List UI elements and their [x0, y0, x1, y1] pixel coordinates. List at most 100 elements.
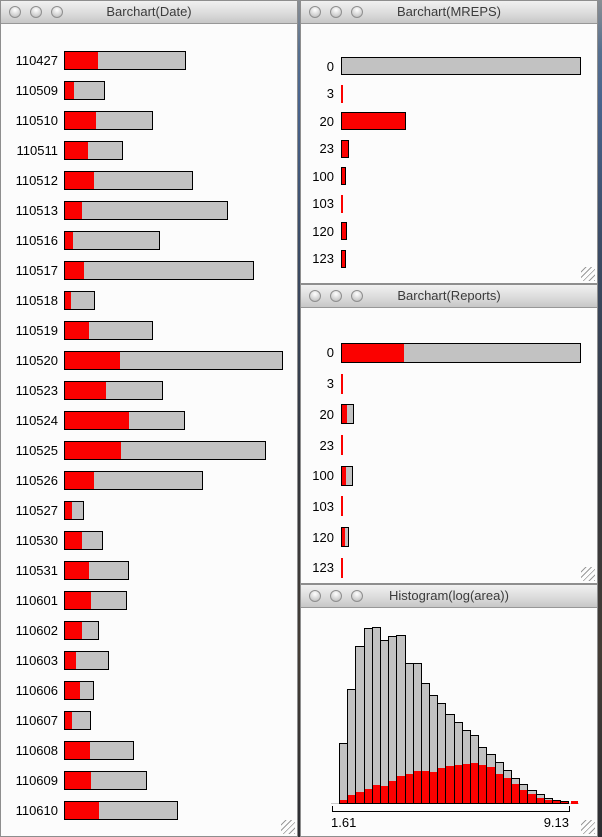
category-label: 100: [312, 468, 334, 484]
bar[interactable]: [341, 112, 406, 130]
histogram-bar[interactable]: [560, 801, 570, 804]
bar-row: 110513: [1, 196, 297, 226]
minimize-button-icon[interactable]: [30, 6, 42, 18]
bar[interactable]: [341, 465, 353, 486]
bar[interactable]: [64, 351, 283, 370]
bar[interactable]: [341, 249, 346, 268]
bar[interactable]: [64, 561, 129, 580]
bar-selected-segment: [342, 140, 348, 157]
bar[interactable]: [64, 501, 84, 520]
bar-row: 110610: [1, 796, 297, 826]
category-label: 110609: [15, 773, 58, 788]
bar[interactable]: [341, 139, 349, 158]
bar-selected-segment: [65, 232, 73, 249]
bar-selected-segment: [65, 622, 82, 639]
titlebar[interactable]: Histogram(log(area)): [301, 585, 597, 608]
barchart-rows: 110427 110509 110510 110511 110512 110513 1105…: [1, 46, 297, 826]
bar-row: 120: [301, 522, 597, 553]
bar[interactable]: [64, 201, 228, 220]
category-label: 110513: [15, 203, 58, 218]
resize-grip-icon[interactable]: [581, 267, 595, 281]
minimize-button-icon[interactable]: [330, 590, 342, 602]
close-button-icon[interactable]: [309, 590, 321, 602]
histogram-bar-selected: [397, 776, 405, 803]
bar[interactable]: [341, 167, 346, 185]
category-label: 110606: [15, 683, 58, 698]
bar[interactable]: [64, 681, 94, 700]
close-button-icon[interactable]: [9, 6, 21, 18]
category-label: 110610: [15, 803, 58, 818]
zoom-button-icon[interactable]: [351, 290, 363, 302]
bar[interactable]: [64, 621, 99, 640]
resize-grip-icon[interactable]: [581, 820, 595, 834]
category-label: 110525: [15, 443, 58, 458]
zoom-button-icon[interactable]: [351, 6, 363, 18]
bar-selected-segment: [65, 82, 74, 99]
bar[interactable]: [64, 651, 109, 670]
bar[interactable]: [341, 527, 349, 548]
titlebar[interactable]: Barchart(Reports): [301, 285, 597, 308]
zoom-button-icon[interactable]: [51, 6, 63, 18]
bar[interactable]: [341, 57, 581, 75]
bar[interactable]: [64, 711, 91, 730]
histogram-bar-selected: [561, 802, 569, 803]
bar[interactable]: [64, 381, 163, 400]
window-barchart-date: Barchart(Date) 110427 110509 110510 110511 1…: [0, 0, 298, 837]
category-label: 110517: [15, 263, 58, 278]
bar[interactable]: [341, 496, 343, 517]
bar[interactable]: [64, 531, 103, 550]
histogram-bar-selected: [340, 800, 348, 803]
bar-selected-segment: [65, 382, 106, 399]
bar-row: 0: [301, 52, 597, 80]
bar[interactable]: [341, 404, 354, 425]
category-label: 110509: [15, 83, 58, 98]
histogram-bars: [339, 627, 570, 804]
bar[interactable]: [64, 771, 147, 790]
bar-selected-segment: [65, 742, 90, 759]
histogram-bar-selected: [536, 798, 544, 803]
close-button-icon[interactable]: [309, 6, 321, 18]
bar[interactable]: [64, 591, 127, 610]
bar[interactable]: [64, 321, 153, 340]
bar[interactable]: [341, 84, 343, 103]
minimize-button-icon[interactable]: [330, 290, 342, 302]
bar-row: 0: [301, 338, 597, 369]
histogram-bar-selected: [413, 771, 421, 803]
bar-row: 110603: [1, 646, 297, 676]
bar[interactable]: [64, 441, 266, 460]
titlebar[interactable]: Barchart(MREPS): [301, 1, 597, 24]
histogram-bar-selected: [430, 772, 438, 803]
bar[interactable]: [64, 741, 134, 760]
close-button-icon[interactable]: [309, 290, 321, 302]
bar[interactable]: [341, 373, 343, 394]
bar[interactable]: [64, 801, 178, 820]
bar-row: 110523: [1, 376, 297, 406]
bar-row: 110509: [1, 76, 297, 106]
minimize-button-icon[interactable]: [330, 6, 342, 18]
bar[interactable]: [64, 411, 185, 430]
x-axis-bracket: [332, 806, 570, 812]
bar[interactable]: [64, 171, 193, 190]
bar-row: 20: [301, 107, 597, 135]
histogram-bar-selected: [552, 801, 561, 803]
titlebar[interactable]: Barchart(Date): [1, 1, 297, 24]
bar[interactable]: [341, 194, 343, 213]
bar[interactable]: [341, 435, 343, 456]
bar[interactable]: [64, 291, 95, 310]
bar[interactable]: [64, 261, 254, 280]
bar[interactable]: [341, 342, 581, 363]
bar[interactable]: [341, 557, 343, 578]
zoom-button-icon[interactable]: [351, 590, 363, 602]
bar[interactable]: [64, 471, 203, 490]
resize-grip-icon[interactable]: [281, 820, 295, 834]
bar[interactable]: [64, 231, 160, 250]
resize-grip-icon[interactable]: [581, 567, 595, 581]
category-label: 103: [312, 498, 334, 514]
bar[interactable]: [64, 111, 153, 130]
bar[interactable]: [64, 81, 105, 100]
bar[interactable]: [64, 51, 186, 70]
bar[interactable]: [341, 222, 347, 240]
category-label: 110427: [15, 53, 58, 68]
bar[interactable]: [64, 141, 123, 160]
